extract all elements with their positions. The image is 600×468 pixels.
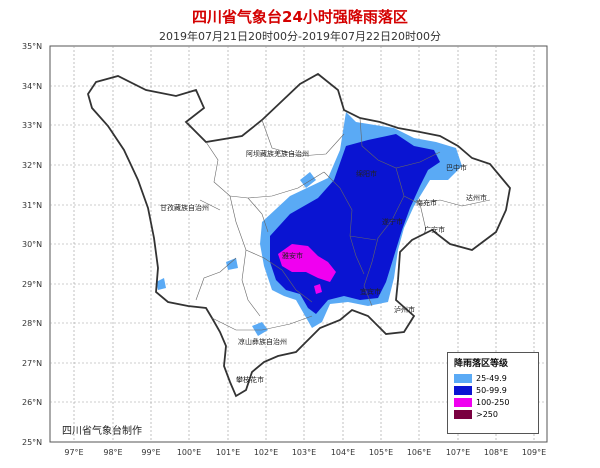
- label-aba: 阿坝藏族羌族自治州: [246, 149, 309, 158]
- label-mianyang: 绵阳市: [356, 169, 377, 178]
- legend-swatch: [454, 373, 472, 383]
- legend-label: 100-250: [476, 397, 510, 407]
- legend-swatch: [454, 409, 472, 419]
- lon-tick: 102°E: [254, 448, 278, 457]
- lon-tick: 98°E: [103, 448, 122, 457]
- graticule: [50, 46, 547, 442]
- lon-tick: 97°E: [64, 448, 83, 457]
- legend-label: 25-49.9: [476, 373, 507, 383]
- lat-tick: 30°N: [22, 240, 42, 249]
- legend-swatch: [454, 397, 472, 407]
- lon-tick: 106°E: [407, 448, 431, 457]
- legend-item: 50-99.9: [454, 384, 538, 396]
- legend-item: 25-49.9: [454, 372, 538, 384]
- label-dazhou: 达州市: [466, 193, 487, 202]
- label-bazhong: 巴中市: [446, 163, 467, 172]
- lat-tick: 31°N: [22, 201, 42, 210]
- label-luzhou: 泸州市: [394, 305, 415, 314]
- prefecture-boundaries: [195, 117, 491, 331]
- lat-tick: 28°N: [22, 319, 42, 328]
- lat-tick: 35°N: [22, 42, 42, 51]
- lon-tick: 101°E: [216, 448, 240, 457]
- lat-tick: 27°N: [22, 359, 42, 368]
- map-title: 四川省气象台24小时强降雨落区: [192, 8, 408, 26]
- label-panzhihua: 攀枝花市: [236, 375, 264, 384]
- lat-tick: 33°N: [22, 121, 42, 130]
- credit-text: 四川省气象台制作: [62, 426, 142, 437]
- latitude-axis: 35°N 34°N 33°N 32°N 31°N 30°N 29°N 28°N …: [22, 42, 42, 447]
- lon-tick: 104°E: [331, 448, 355, 457]
- lon-tick: 108°E: [484, 448, 508, 457]
- label-yaan: 雅安市: [282, 251, 303, 260]
- lon-tick: 109°E: [522, 448, 546, 457]
- sichuan-boundary: [87, 72, 511, 398]
- longitude-axis: 97°E 98°E 99°E 100°E 101°E 102°E 103°E 1…: [64, 448, 546, 457]
- label-guangan: 广安市: [424, 225, 445, 234]
- label-liangshan: 凉山彝族自治州: [238, 337, 287, 346]
- map-subtitle: 2019年07月21日20时00分-2019年07月22日20时00分: [159, 30, 441, 43]
- lat-tick: 25°N: [22, 438, 42, 447]
- legend: 降雨落区等级 25-49.9 50-99.9 100-250 >250: [447, 352, 539, 434]
- legend-item: 100-250: [454, 396, 538, 408]
- legend-title: 降雨落区等级: [454, 359, 509, 369]
- lon-tick: 105°E: [369, 448, 393, 457]
- lat-tick: 32°N: [22, 161, 42, 170]
- legend-item: >250: [454, 408, 538, 420]
- legend-swatch: [454, 385, 472, 395]
- lat-tick: 34°N: [22, 82, 42, 91]
- legend-label: 50-99.9: [476, 385, 507, 395]
- lon-tick: 103°E: [292, 448, 316, 457]
- lon-tick: 99°E: [141, 448, 160, 457]
- label-yibin: 宜宾市: [360, 287, 381, 296]
- label-nanchong: 南充市: [416, 198, 437, 207]
- lat-tick: 29°N: [22, 280, 42, 289]
- lon-tick: 100°E: [177, 448, 201, 457]
- label-suining: 遂宁市: [382, 217, 403, 226]
- label-ganzi: 甘孜藏族自治州: [160, 203, 209, 212]
- rainfall-zone-100-250: [278, 244, 336, 294]
- lon-tick: 107°E: [446, 448, 470, 457]
- legend-label: >250: [476, 409, 498, 419]
- lat-tick: 26°N: [22, 398, 42, 407]
